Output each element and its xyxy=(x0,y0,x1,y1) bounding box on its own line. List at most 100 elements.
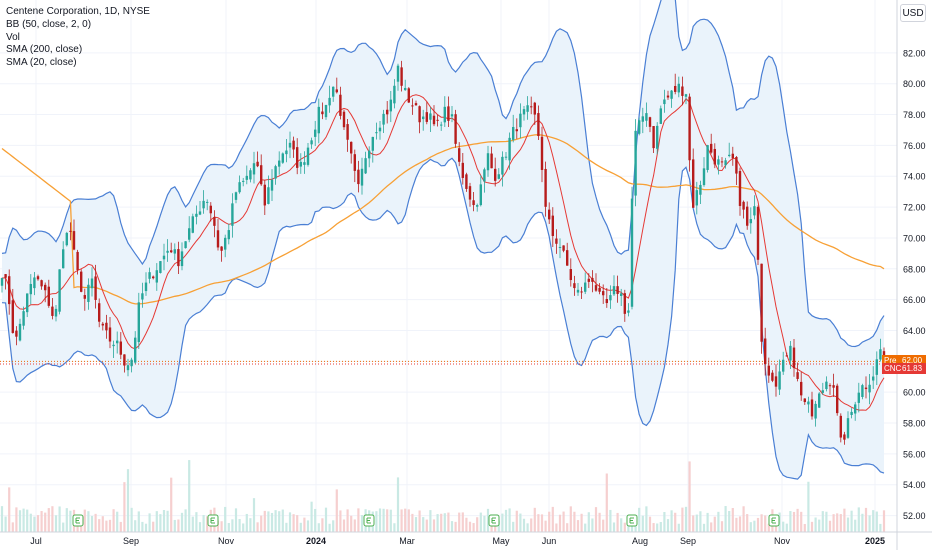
candle-body xyxy=(641,116,644,122)
volume-bar xyxy=(699,511,702,532)
candle xyxy=(285,138,288,163)
legend-vol[interactable]: Vol xyxy=(6,31,20,43)
candle-body xyxy=(339,94,342,116)
candle xyxy=(288,131,292,159)
candle-body xyxy=(364,158,367,174)
candle-body xyxy=(33,277,36,289)
candle-body xyxy=(508,137,511,161)
candle-body xyxy=(220,246,223,251)
candle xyxy=(497,168,500,180)
candle xyxy=(512,114,515,143)
candle-body xyxy=(659,108,662,124)
candle-body xyxy=(609,295,612,301)
volume-bar xyxy=(375,511,378,532)
candle-body xyxy=(90,278,94,289)
volume-bar xyxy=(796,508,799,532)
candle xyxy=(558,238,562,259)
candle xyxy=(274,164,277,185)
volume-bar xyxy=(314,508,317,532)
candle xyxy=(688,93,691,172)
volume-bar xyxy=(843,508,846,532)
candle xyxy=(548,202,551,225)
volume-bar xyxy=(429,510,432,532)
earnings-marker-icon xyxy=(768,514,780,527)
candle-body xyxy=(807,401,810,405)
candle-body xyxy=(130,359,133,367)
x-tick-label: Nov xyxy=(774,536,791,546)
candle-body xyxy=(515,129,518,132)
volume-bar xyxy=(191,516,194,532)
candle xyxy=(364,151,367,174)
candle-body xyxy=(116,340,119,344)
earnings-marker-icon xyxy=(363,514,375,527)
candle-body xyxy=(299,161,302,167)
candle xyxy=(461,153,464,185)
volume-bar xyxy=(674,512,677,532)
candle xyxy=(245,165,248,185)
candle xyxy=(576,282,580,296)
volume-bar xyxy=(594,507,598,532)
volume-bar xyxy=(519,513,522,532)
volume-bar xyxy=(591,518,594,532)
candle xyxy=(350,141,353,164)
candle-body xyxy=(206,201,209,203)
premarket-price-badge: Pre 62.00 xyxy=(882,355,926,367)
candle xyxy=(494,157,497,187)
candle-body xyxy=(558,246,562,248)
volume-bar xyxy=(328,523,331,532)
candle-body xyxy=(821,390,824,393)
candle-body xyxy=(310,140,313,145)
candle xyxy=(728,142,731,158)
volume-bar xyxy=(839,514,842,532)
volume-bar xyxy=(198,522,202,532)
candle xyxy=(627,303,630,317)
candle xyxy=(195,205,198,225)
candle xyxy=(292,136,295,158)
x-tick-label: Nov xyxy=(218,536,235,546)
volume-bar xyxy=(782,521,785,532)
x-tick-label: Mar xyxy=(399,536,415,546)
candle-body xyxy=(8,276,11,305)
y-tick-label: 58.00 xyxy=(903,419,926,429)
volume-bar xyxy=(645,506,648,532)
currency-button[interactable]: USD xyxy=(900,4,926,22)
legend-sma200[interactable]: SMA (200, close) xyxy=(6,44,83,56)
volume-bar xyxy=(828,520,832,532)
volume-bar xyxy=(202,514,205,532)
candle xyxy=(584,272,587,295)
volume-bar xyxy=(177,519,180,532)
candle xyxy=(879,338,882,362)
candle xyxy=(789,341,792,370)
legend-bb[interactable]: BB (50, close, 2, 0) xyxy=(6,18,92,30)
volume-bar xyxy=(576,520,580,532)
candle xyxy=(839,413,842,443)
candle-body xyxy=(418,106,421,123)
candle xyxy=(130,357,133,373)
candle xyxy=(101,321,104,331)
volume-bar xyxy=(717,511,720,532)
volume-bar xyxy=(879,523,882,532)
candle xyxy=(868,373,871,405)
candle xyxy=(47,279,50,308)
legend-sma20[interactable]: SMA (20, close) xyxy=(6,57,77,69)
symbol-title[interactable]: Centene Corporation, 1D, NYSE xyxy=(6,6,150,17)
candle-body xyxy=(80,271,83,292)
candle-body xyxy=(828,385,832,387)
candle-body xyxy=(188,228,191,240)
candle-body xyxy=(648,117,652,127)
candle-body xyxy=(728,154,731,156)
candle xyxy=(191,213,194,234)
candle xyxy=(0,277,4,293)
candle xyxy=(8,269,11,315)
volume-bar xyxy=(310,501,313,532)
candle xyxy=(234,191,238,204)
volume-bar xyxy=(267,511,270,532)
candle-body xyxy=(382,113,385,125)
candle xyxy=(677,76,680,98)
candle-body xyxy=(440,124,443,126)
candle xyxy=(62,241,65,269)
candle xyxy=(418,105,421,134)
